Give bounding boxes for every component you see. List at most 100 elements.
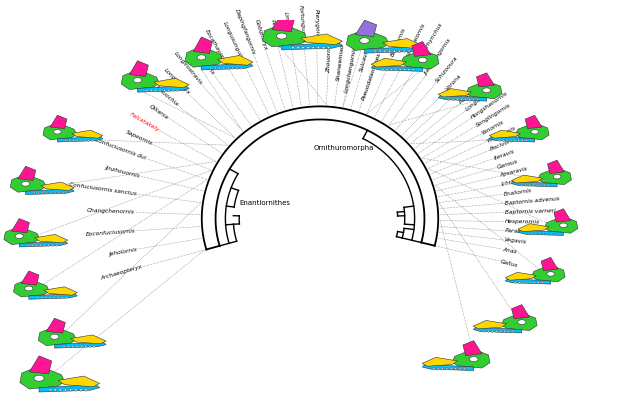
- Text: Anas: Anas: [502, 246, 517, 254]
- Circle shape: [360, 38, 369, 43]
- Polygon shape: [54, 389, 57, 391]
- Polygon shape: [121, 72, 159, 90]
- Polygon shape: [50, 115, 67, 129]
- Polygon shape: [388, 50, 391, 53]
- Polygon shape: [456, 99, 459, 101]
- Text: Songlingornis: Songlingornis: [476, 102, 513, 128]
- Polygon shape: [510, 140, 512, 142]
- Polygon shape: [272, 14, 294, 32]
- Text: Longchengornis: Longchengornis: [344, 45, 358, 92]
- Polygon shape: [518, 140, 520, 142]
- Polygon shape: [4, 229, 40, 245]
- Polygon shape: [518, 282, 520, 284]
- Polygon shape: [38, 329, 76, 346]
- Circle shape: [469, 357, 478, 362]
- Polygon shape: [80, 346, 83, 348]
- Polygon shape: [39, 385, 100, 392]
- Polygon shape: [45, 192, 48, 194]
- Polygon shape: [383, 39, 422, 49]
- Polygon shape: [515, 282, 516, 284]
- Polygon shape: [57, 297, 60, 299]
- Polygon shape: [262, 26, 307, 47]
- Polygon shape: [202, 64, 253, 70]
- Polygon shape: [193, 37, 212, 53]
- Polygon shape: [467, 83, 502, 99]
- Text: Apsaravis: Apsaravis: [499, 167, 528, 179]
- Text: Jeholornis: Jeholornis: [109, 246, 138, 256]
- Polygon shape: [495, 331, 498, 333]
- Polygon shape: [505, 279, 550, 284]
- Polygon shape: [61, 297, 63, 299]
- Polygon shape: [69, 389, 72, 391]
- Polygon shape: [35, 235, 68, 243]
- Circle shape: [553, 175, 561, 179]
- Polygon shape: [463, 340, 482, 356]
- Polygon shape: [403, 50, 406, 53]
- Polygon shape: [49, 297, 51, 299]
- Polygon shape: [550, 233, 552, 235]
- Polygon shape: [18, 166, 36, 181]
- Polygon shape: [511, 182, 557, 187]
- Polygon shape: [506, 140, 508, 142]
- Polygon shape: [460, 99, 463, 101]
- Circle shape: [25, 286, 33, 291]
- Polygon shape: [176, 90, 179, 92]
- Polygon shape: [450, 368, 452, 370]
- Polygon shape: [282, 43, 342, 50]
- Polygon shape: [547, 160, 564, 173]
- Polygon shape: [47, 245, 50, 246]
- Polygon shape: [45, 297, 47, 299]
- Text: Qiliania: Qiliania: [148, 103, 170, 120]
- Polygon shape: [42, 192, 44, 194]
- Polygon shape: [84, 346, 87, 348]
- Polygon shape: [374, 50, 377, 53]
- Polygon shape: [542, 233, 545, 235]
- Polygon shape: [346, 32, 389, 50]
- Polygon shape: [227, 67, 230, 70]
- Text: Changchenornis: Changchenornis: [87, 208, 135, 215]
- Polygon shape: [378, 50, 381, 53]
- Polygon shape: [54, 192, 56, 194]
- Text: Parabohaiornis: Parabohaiornis: [402, 22, 426, 63]
- Polygon shape: [438, 96, 486, 101]
- Polygon shape: [79, 389, 83, 391]
- Polygon shape: [458, 368, 461, 370]
- Polygon shape: [499, 331, 502, 333]
- Text: Longipteryx: Longipteryx: [163, 68, 191, 96]
- Polygon shape: [46, 318, 65, 333]
- Text: Shanweiniao: Shanweiniao: [335, 44, 345, 82]
- Polygon shape: [530, 282, 532, 284]
- Polygon shape: [518, 230, 563, 235]
- Text: Confuciusornis dui: Confuciusornis dui: [94, 137, 147, 161]
- Polygon shape: [53, 297, 55, 299]
- Polygon shape: [386, 69, 388, 71]
- Text: Enaliornis: Enaliornis: [503, 188, 532, 197]
- Polygon shape: [371, 66, 422, 71]
- Polygon shape: [535, 233, 537, 235]
- Polygon shape: [445, 368, 448, 370]
- Polygon shape: [505, 272, 536, 280]
- Polygon shape: [473, 327, 522, 333]
- Text: Confuciusornis sanctus: Confuciusornis sanctus: [69, 182, 137, 197]
- Polygon shape: [499, 140, 500, 142]
- Text: Rapaxavis: Rapaxavis: [195, 48, 216, 76]
- Polygon shape: [422, 357, 458, 366]
- Polygon shape: [502, 140, 504, 142]
- Polygon shape: [185, 49, 223, 67]
- Polygon shape: [71, 335, 106, 344]
- Polygon shape: [40, 297, 43, 299]
- Polygon shape: [307, 47, 310, 49]
- Text: Archaeorhynchus: Archaeorhynchus: [413, 23, 444, 69]
- Polygon shape: [89, 346, 92, 348]
- Polygon shape: [154, 78, 189, 88]
- Circle shape: [197, 55, 205, 60]
- Polygon shape: [301, 47, 305, 49]
- Polygon shape: [291, 47, 294, 49]
- Circle shape: [483, 88, 491, 93]
- Polygon shape: [412, 41, 431, 56]
- Polygon shape: [525, 140, 527, 142]
- Polygon shape: [408, 50, 411, 53]
- Polygon shape: [518, 224, 549, 231]
- Polygon shape: [527, 233, 529, 235]
- Polygon shape: [383, 50, 387, 53]
